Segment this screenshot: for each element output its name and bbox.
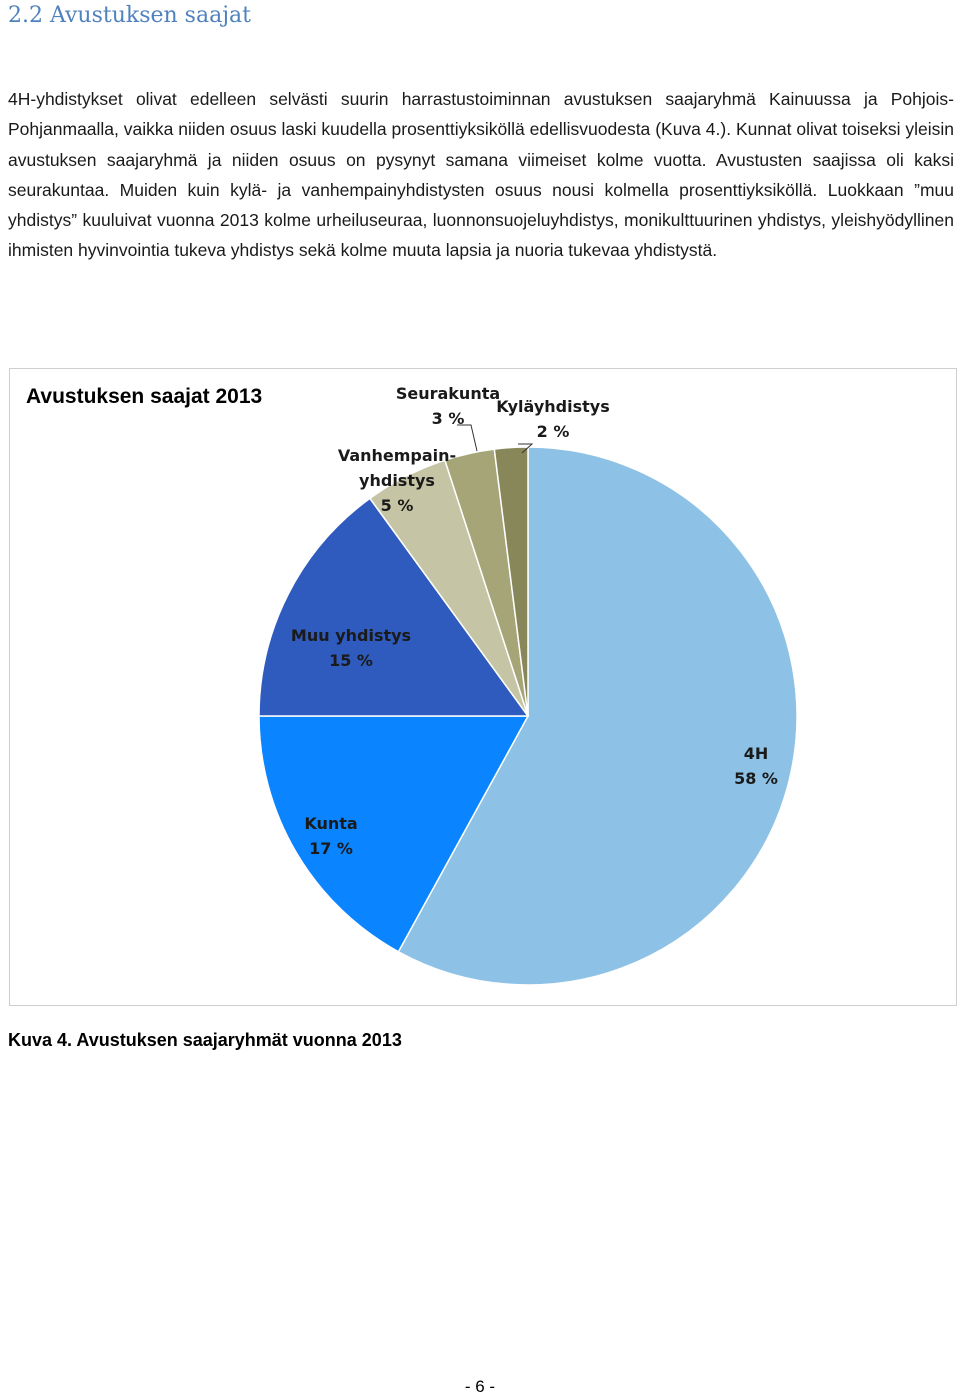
slice-label-line: 3 % bbox=[432, 409, 465, 428]
slice-label-line: Vanhempain- bbox=[338, 446, 456, 465]
leader-line bbox=[457, 424, 478, 452]
leader-lines bbox=[457, 424, 534, 454]
slice-label-line: 15 % bbox=[329, 651, 373, 670]
body-paragraph: 4H-yhdistykset olivat edelleen selvästi … bbox=[8, 89, 954, 261]
slice-label-line: Kyläyhdistys bbox=[496, 397, 609, 416]
slice-label-line: 5 % bbox=[381, 496, 414, 515]
slice-label: 4H 58 % bbox=[734, 744, 778, 788]
slice-label-line: Seurakunta bbox=[396, 384, 500, 403]
pie-chart-frame: Avustuksen saajat 2013 4H 58 % Kunta 17 % Mu… bbox=[9, 368, 957, 1006]
pie-slice bbox=[258, 715, 530, 953]
slice-label-line: 17 % bbox=[309, 839, 353, 858]
slice-label: Kyläyhdistys 2 % bbox=[496, 397, 609, 441]
pie-slice bbox=[397, 446, 798, 986]
slice-label: Muu yhdistys 15 % bbox=[291, 626, 411, 670]
pie-slices bbox=[258, 446, 798, 986]
slice-label: Kunta 17 % bbox=[304, 814, 357, 858]
slice-label-line: 58 % bbox=[734, 769, 778, 788]
slice-label: Vanhempain-yhdistys 5 % bbox=[338, 446, 456, 515]
slice-label-line: 2 % bbox=[537, 422, 570, 441]
chart-title: Avustuksen saajat 2013 bbox=[26, 385, 262, 408]
leader-line bbox=[518, 443, 534, 454]
slice-label-line: yhdistys bbox=[359, 471, 435, 490]
page-number: - 6 - bbox=[464, 1377, 496, 1396]
slice-label-line: 4H bbox=[744, 744, 769, 763]
slice-label-line: Kunta bbox=[304, 814, 357, 833]
slice-label-line: Muu yhdistys bbox=[291, 626, 411, 645]
section-heading: 2.2 Avustuksen saajat bbox=[8, 3, 251, 28]
slice-labels: 4H 58 % Kunta 17 % Muu yhdistys 15 % Vanhempai… bbox=[291, 384, 778, 858]
pie-chart: Avustuksen saajat 2013 4H 58 % Kunta 17 % Mu… bbox=[26, 384, 798, 986]
pie-slice bbox=[258, 497, 530, 717]
slice-label: Seurakunta 3 % bbox=[396, 384, 500, 428]
figure-caption: Kuva 4. Avustuksen saajaryhmät vuonna 20… bbox=[8, 1030, 402, 1050]
